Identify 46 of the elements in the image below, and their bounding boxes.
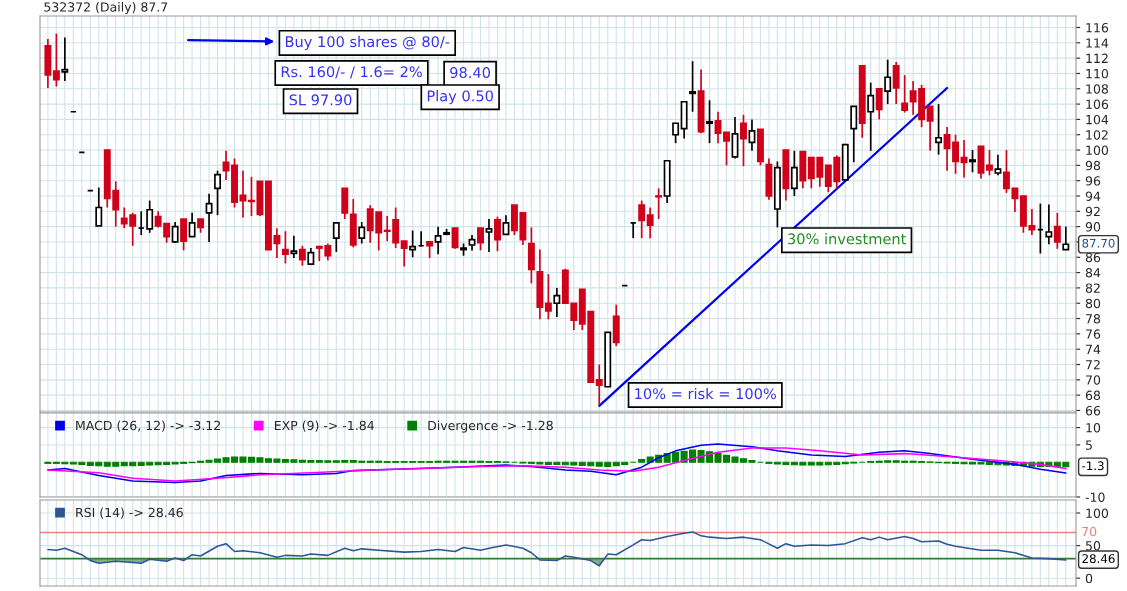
annotation: 28.46 [1082,554,1115,564]
y-tick-label: 5 [1085,440,1092,450]
annotation: Play 0.50 [427,90,493,105]
annotation: Buy 100 shares @ 80/- [285,35,450,50]
y-tick-label: 94 [1085,191,1101,201]
annotation: 98.40 [450,67,490,79]
y-tick-label: 74 [1086,344,1101,354]
y-tick-label: 90 [1085,222,1101,232]
legend-label: RSI (14) -> 28.46 [76,507,183,519]
y-tick-label: 80 [1085,298,1101,309]
y-tick-label: 82 [1085,283,1100,293]
y-tick-label: 78 [1086,314,1101,324]
annotation: SL 97.90 [289,94,352,106]
y-tick-label: 106 [1086,99,1109,110]
y-tick-label: 0 [1085,573,1093,584]
y-tick-label: 102 [1086,130,1108,140]
y-tick-label: 100 [1086,145,1109,155]
legend-label: EXP (9) -> -1.84 [274,420,374,432]
y-tick-label: 116 [1086,22,1109,33]
legend-label: MACD (26, 12) -> -3.12 [76,420,220,432]
y-tick-label: 84 [1085,268,1101,278]
legend-label: Divergence -> -1.28 [428,420,553,433]
annotation: Rs. 160/- / 1.6= 2% [281,66,422,79]
y-tick-label: 114 [1086,38,1109,48]
y-tick-label: 108 [1086,84,1109,94]
annotation: 87.70 [1082,238,1115,248]
y-tick-label: 104 [1086,114,1109,125]
y-tick-label: 92 [1085,206,1100,217]
chart-title: 532372 (Daily) 87.7 [44,2,168,15]
y-tick-label: 10 [1086,423,1101,433]
y-tick-label: 68 [1085,390,1101,401]
y-tick-label: 70 [1086,375,1101,385]
annotation: 30% investment [788,233,907,245]
y-tick-label: 50 [1085,541,1101,551]
annotation: -1.3 [1082,461,1104,471]
y-tick-label: 76 [1086,329,1101,339]
y-tick-label: 72 [1086,359,1100,370]
y-tick-label: 66 [1085,405,1101,416]
y-tick-label: 110 [1086,68,1109,79]
y-tick-label: 96 [1085,176,1101,186]
annotation: 10% = risk = 100% [635,387,776,400]
y-tick-label: 98 [1085,160,1101,171]
y-tick-label: 86 [1085,252,1101,263]
y-tick-label: 112 [1086,53,1108,63]
y-tick-label: 100 [1086,508,1109,518]
y-tick-label: -10 [1085,492,1105,502]
